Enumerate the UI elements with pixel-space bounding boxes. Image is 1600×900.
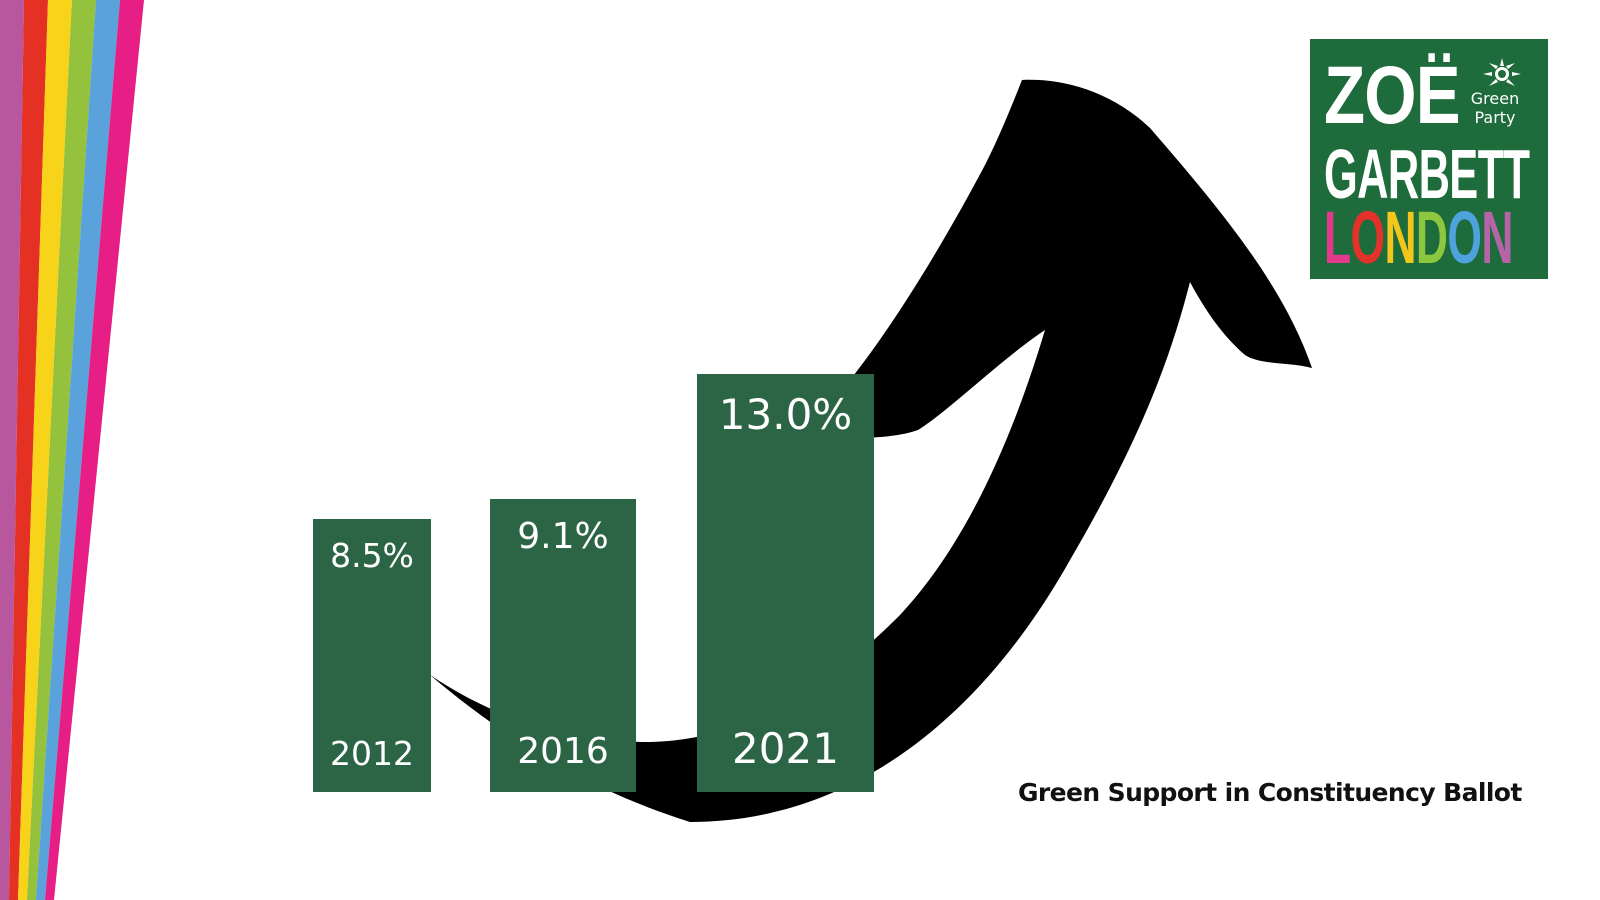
bar-value-label: 8.5% <box>330 535 414 575</box>
logo-city-letter: L <box>1324 196 1351 279</box>
logo-city: LONDON <box>1324 201 1513 275</box>
bar-category-label: 2012 <box>330 733 414 773</box>
party-name-line1: Green <box>1470 89 1520 108</box>
rainbow-stripe <box>45 0 144 900</box>
logo-city-letter: O <box>1350 196 1386 279</box>
bar-value-label: 9.1% <box>517 516 609 558</box>
party-name-line2: Party <box>1474 108 1516 127</box>
bar-2021: 13.0% 2021 <box>697 374 874 792</box>
logo-city-letter: N <box>1481 196 1513 279</box>
campaign-logo: ZOË GARBETT LONDON Green Party <box>1310 39 1548 279</box>
bar-category-label: 2021 <box>732 723 839 773</box>
rainbow-stripe <box>18 0 72 900</box>
logo-city-letter: O <box>1447 196 1482 279</box>
rainbow-stripe <box>27 0 96 900</box>
rainbow-stripe <box>0 0 24 900</box>
rainbow-stripe <box>36 0 120 900</box>
bar-2016: 9.1% 2016 <box>490 499 636 792</box>
logo-name-last: GARBETT <box>1324 135 1530 213</box>
logo-name-first: ZOË <box>1324 50 1461 141</box>
earth-flower-icon <box>1483 58 1521 86</box>
logo-city-letter: D <box>1415 196 1448 279</box>
bar-category-label: 2016 <box>517 730 609 772</box>
rainbow-stripe <box>9 0 48 900</box>
bar-value-label: 13.0% <box>718 390 853 440</box>
rainbow-stripes <box>0 0 144 900</box>
party-name: Green Party <box>1460 89 1530 127</box>
logo-city-letter: N <box>1384 196 1416 279</box>
chart-title: Green Support in Constituency Ballot <box>1018 778 1522 807</box>
bar-2012: 8.5% 2012 <box>313 518 431 792</box>
